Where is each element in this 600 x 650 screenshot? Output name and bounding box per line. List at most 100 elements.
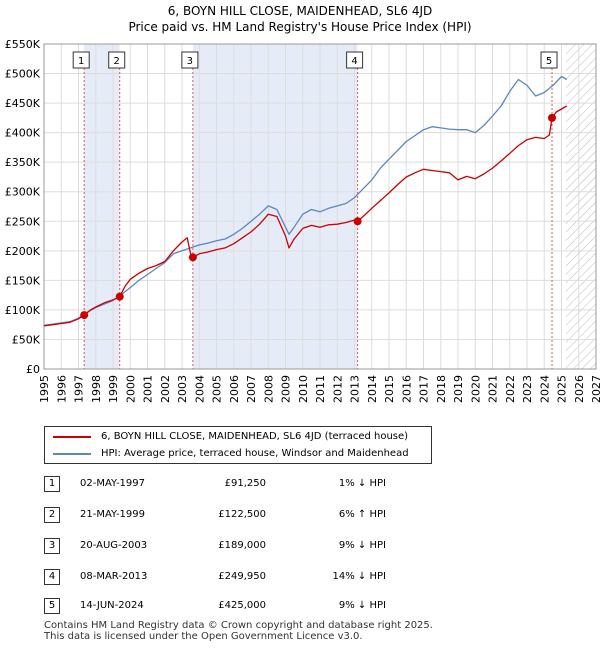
chart-legend: 6, BOYN HILL CLOSE, MAIDENHEAD, SL6 4JD …: [44, 426, 432, 464]
sale-number-badge: 3: [44, 538, 60, 554]
sale-hpi-diff: 9% ↓ HPI: [338, 540, 386, 551]
x-tick-label: 1998: [90, 375, 103, 403]
x-tick-label: 2002: [159, 375, 172, 403]
x-tick-label: 1999: [107, 375, 120, 403]
sale-point: [353, 217, 362, 226]
x-tick-label: 2026: [573, 375, 586, 403]
sale-date: 14-JUN-2024: [80, 600, 144, 611]
x-tick-label: 2000: [124, 375, 137, 403]
legend-label-property: 6, BOYN HILL CLOSE, MAIDENHEAD, SL6 4JD …: [101, 431, 409, 442]
sale-price: £122,500: [218, 509, 266, 520]
sale-marker-label: 1: [78, 56, 84, 67]
x-tick-label: 2021: [487, 375, 500, 403]
y-tick-label: £250K: [5, 215, 41, 228]
sale-price: £249,950: [218, 571, 266, 582]
x-tick-label: 2027: [590, 375, 600, 403]
x-tick-label: 2023: [521, 375, 534, 403]
y-tick-label: £400K: [5, 127, 41, 140]
sale-row: 2 21-MAY-1999 £122,500 6% ↑ HPI: [0, 505, 600, 525]
x-tick-label: 2011: [314, 375, 327, 403]
sale-marker-box: [346, 51, 364, 69]
footer-attribution: Contains HM Land Registry data © Crown c…: [44, 620, 433, 642]
x-tick-label: 2008: [262, 375, 275, 403]
x-tick-label: 2019: [452, 375, 465, 403]
price-chart: 1 2 3 4 5 £0 £50K £100K £150K £200K £250K £300K £350…: [5, 38, 600, 403]
y-tick-label: £50K: [12, 333, 41, 346]
sale-row: 5 14-JUN-2024 £425,000 9% ↓ HPI: [0, 596, 600, 616]
x-tick-label: 2018: [435, 375, 448, 403]
sale-hpi-diff: 6% ↑ HPI: [338, 509, 386, 520]
x-tick-label: 2007: [245, 375, 258, 403]
y-tick-label: £100K: [5, 304, 41, 317]
x-tick-label: 1996: [55, 375, 68, 403]
sale-hpi-diff: 1% ↓ HPI: [338, 478, 386, 489]
ownership-shade: [84, 44, 120, 369]
sale-number-badge: 2: [44, 507, 60, 523]
ownership-shade: [192, 44, 358, 369]
chart-title-line2: Price paid vs. HM Land Registry's House …: [128, 20, 472, 34]
forecast-hatch: [565, 44, 596, 369]
y-tick-label: £300K: [5, 186, 41, 199]
sale-marker-label: 4: [351, 56, 357, 67]
sale-date: 21-MAY-1999: [80, 509, 146, 520]
x-tick-label: 2022: [504, 375, 517, 403]
sale-marker-box: [108, 51, 126, 69]
sale-price: £91,250: [224, 478, 266, 489]
sale-point: [80, 311, 89, 320]
sale-row: 3 20-AUG-2003 £189,000 9% ↓ HPI: [0, 536, 600, 556]
sale-date: 02-MAY-1997: [80, 478, 146, 489]
y-tick-label: £450K: [5, 97, 41, 110]
sale-marker-label: 5: [546, 56, 552, 67]
plot-border: [43, 43, 597, 370]
sale-marker-box: [181, 51, 199, 69]
x-tick-label: 2003: [176, 375, 189, 403]
sale-price: £425,000: [218, 600, 266, 611]
sale-date: 20-AUG-2003: [80, 540, 148, 551]
x-tick-label: 2013: [349, 375, 362, 403]
x-tick-label: 2001: [142, 375, 155, 403]
x-tick-label: 2012: [331, 375, 344, 403]
sale-number-badge: 1: [44, 476, 60, 492]
sale-row: 1 02-MAY-1997 £91,250 1% ↓ HPI: [0, 474, 600, 494]
x-tick-label: 2005: [211, 375, 224, 403]
sale-point: [188, 253, 197, 262]
x-tick-label: 2015: [383, 375, 396, 403]
sale-marker-box: [540, 51, 558, 69]
sale-point: [548, 113, 557, 122]
x-tick-label: 2017: [418, 375, 431, 403]
x-tick-label: 2024: [538, 375, 551, 403]
sale-row: 4 08-MAR-2013 £249,950 14% ↓ HPI: [0, 567, 600, 587]
property-price-line: [43, 105, 568, 327]
sale-marker-box: [72, 51, 90, 69]
footer-line1: Contains HM Land Registry data © Crown c…: [44, 620, 433, 631]
x-tick-label: 2004: [193, 375, 206, 403]
legend-swatch-property: [53, 436, 91, 438]
x-tick-label: 2006: [228, 375, 241, 403]
y-tick-label: £200K: [5, 245, 41, 258]
y-tick-label: £500K: [5, 68, 41, 81]
sale-number-badge: 5: [44, 598, 60, 614]
sale-hpi-diff: 14% ↓ HPI: [332, 571, 386, 582]
sale-point: [115, 292, 124, 301]
x-tick-label: 2020: [469, 375, 482, 403]
legend-label-hpi: HPI: Average price, terraced house, Wind…: [101, 448, 409, 459]
y-tick-label: £0: [26, 363, 40, 376]
x-tick-label: 1995: [38, 375, 51, 403]
y-tick-label: £350K: [5, 156, 41, 169]
x-tick-label: 2014: [366, 375, 379, 403]
hpi-line: [43, 75, 568, 326]
x-tick-label: 2025: [556, 375, 569, 403]
sale-date: 08-MAR-2013: [80, 571, 148, 582]
y-tick-label: £150K: [5, 274, 41, 287]
sale-marker-label: 2: [114, 56, 120, 67]
sale-price: £189,000: [218, 540, 266, 551]
chart-title-line1: 6, BOYN HILL CLOSE, MAIDENHEAD, SL6 4JD: [167, 4, 433, 18]
x-tick-label: 2016: [400, 375, 413, 403]
legend-swatch-hpi: [53, 453, 91, 455]
sale-marker-label: 3: [187, 56, 193, 67]
sale-number-badge: 4: [44, 569, 60, 585]
x-tick-label: 1997: [73, 375, 86, 403]
x-tick-label: 2010: [297, 375, 310, 403]
x-tick-label: 2009: [280, 375, 293, 403]
y-tick-label: £550K: [5, 38, 41, 51]
